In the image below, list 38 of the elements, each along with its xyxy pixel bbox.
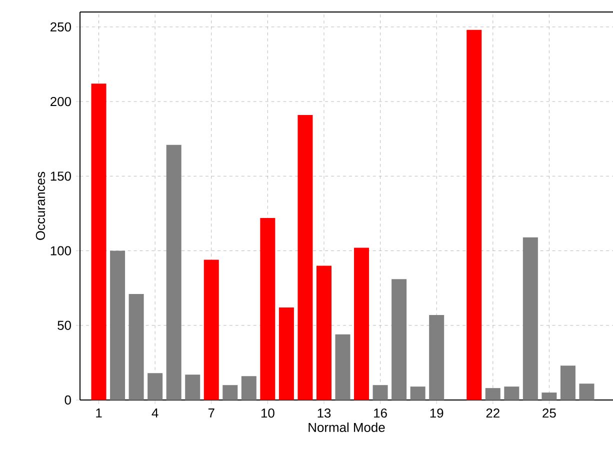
bar [316,266,332,400]
x-tick-label: 22 [486,408,500,418]
bar [110,250,126,400]
bar [185,374,200,400]
y-tick-label: 150 [50,172,71,181]
y-tick-label: 50 [58,320,71,330]
x-tick-label: 7 [208,408,214,418]
bar [298,114,313,400]
x-tick-label: 1 [96,408,102,418]
bar [241,376,256,400]
y-tick-label: 100 [50,246,71,256]
x-tick-label: 10 [261,408,274,418]
x-tick-label: 16 [374,408,387,418]
bar [579,384,594,400]
bar [222,385,238,400]
bar [392,279,407,400]
bar [166,144,182,400]
x-tick-label: 25 [542,408,556,418]
bar [278,307,294,400]
x-axis-title: Normal Mode [308,422,385,432]
x-tick-label: 19 [430,408,444,418]
x-tick-label: 4 [152,408,158,418]
bar [204,260,219,400]
bar [410,386,426,400]
bar [522,237,538,400]
bar [128,294,144,400]
y-tick-label: 200 [50,96,71,106]
y-tick-label: 250 [50,22,71,32]
bar [335,334,350,400]
y-axis-title: Occurances [36,172,46,240]
bar [260,218,276,400]
bar [560,366,576,400]
x-tick-label: 13 [318,408,331,418]
bar [354,248,370,400]
bar [91,84,106,400]
y-tick-label: 0 [64,395,71,405]
bar [466,30,482,400]
bar [504,386,520,400]
